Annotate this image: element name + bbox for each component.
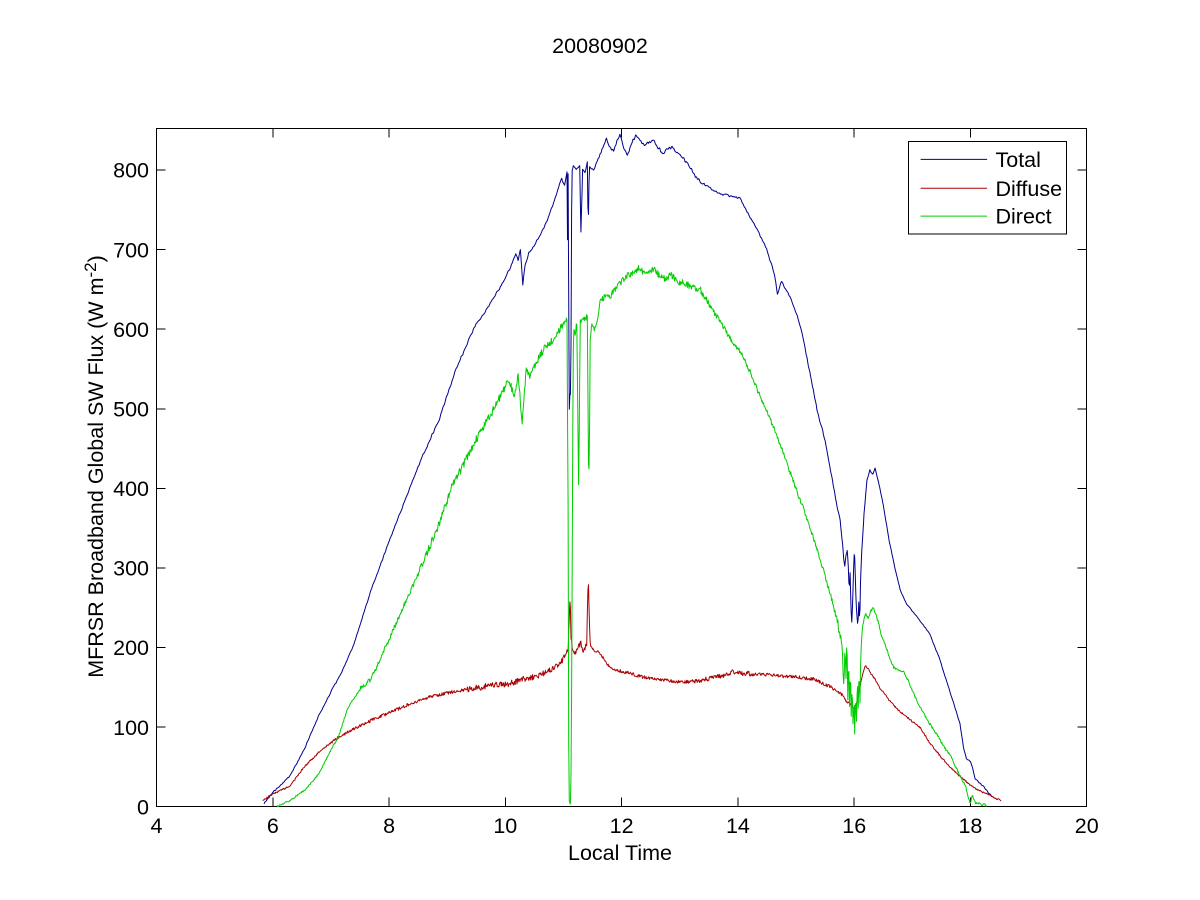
svg-text:400: 400 <box>113 477 149 501</box>
svg-text:20: 20 <box>1075 814 1099 838</box>
svg-text:200: 200 <box>113 636 149 660</box>
svg-text:16: 16 <box>842 814 866 838</box>
svg-text:14: 14 <box>726 814 750 838</box>
svg-text:300: 300 <box>113 557 149 581</box>
svg-text:20080902: 20080902 <box>552 34 648 58</box>
svg-text:6: 6 <box>267 814 279 838</box>
svg-text:Local Time: Local Time <box>568 841 672 865</box>
svg-text:Total: Total <box>996 148 1041 172</box>
svg-text:10: 10 <box>493 814 517 838</box>
svg-text:Diffuse: Diffuse <box>996 177 1063 201</box>
svg-text:Direct: Direct <box>996 205 1052 229</box>
svg-text:18: 18 <box>958 814 982 838</box>
svg-text:700: 700 <box>113 238 149 262</box>
svg-text:4: 4 <box>151 814 163 838</box>
svg-text:8: 8 <box>383 814 395 838</box>
svg-text:600: 600 <box>113 318 149 342</box>
svg-text:12: 12 <box>610 814 634 838</box>
svg-text:500: 500 <box>113 398 149 422</box>
svg-text:800: 800 <box>113 159 149 183</box>
svg-text:0: 0 <box>137 795 149 819</box>
svg-text:100: 100 <box>113 716 149 740</box>
svg-text:MFRSR Broadband Global SW Flux: MFRSR Broadband Global SW Flux (W m-2) <box>81 255 108 678</box>
